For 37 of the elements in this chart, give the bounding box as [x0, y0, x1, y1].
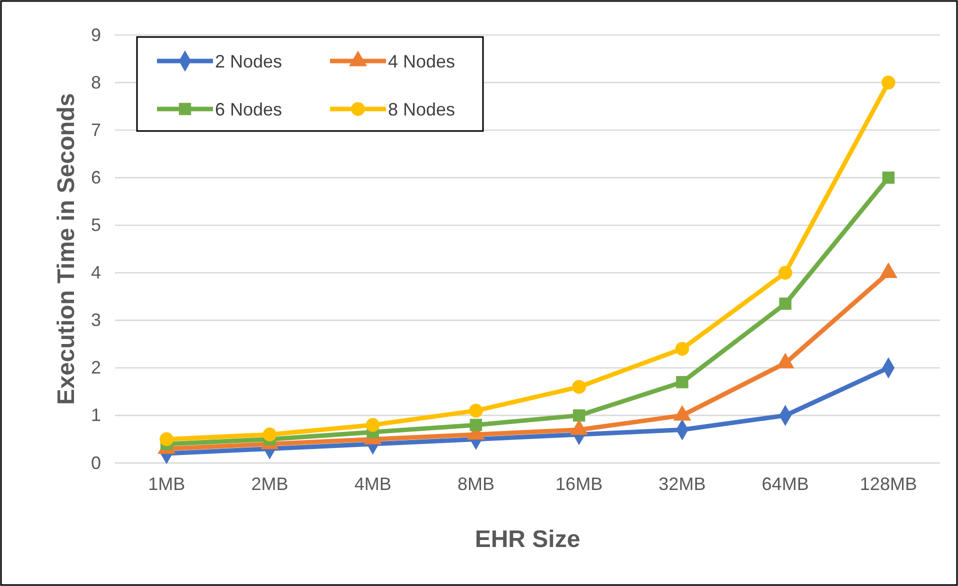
x-tick-label: 4MB [354, 474, 392, 494]
y-tick-label: 3 [90, 310, 101, 330]
point [882, 76, 896, 90]
y-tick-label: 0 [90, 452, 101, 473]
point [262, 428, 277, 442]
x-axis-title: EHR Size [474, 526, 580, 553]
y-tick-label: 9 [90, 24, 101, 45]
y-tick-label: 2 [90, 358, 101, 378]
y-tick-label: 8 [90, 72, 101, 92]
x-tick-label: 8MB [457, 474, 494, 494]
y-tick-label: 6 [90, 167, 101, 188]
point [675, 342, 690, 356]
x-tick-label: 128MB [860, 474, 917, 494]
y-axis-title: Execution Time in Seconds [53, 93, 80, 405]
legend-label: 6 Nodes [215, 99, 282, 120]
y-tick-label: 7 [90, 120, 101, 140]
point [572, 409, 586, 422]
legend-label: 2 Nodes [215, 51, 282, 72]
point [882, 172, 895, 184]
y-tick-label: 1 [90, 405, 101, 426]
x-tick-label: 16MB [556, 474, 603, 494]
y-tick-label: 4 [90, 262, 101, 283]
x-tick-label: 2MB [251, 474, 288, 494]
x-tick-label: 64MB [762, 474, 809, 494]
legend-label: 8 Nodes [388, 99, 456, 120]
point [160, 432, 174, 446]
point [676, 376, 688, 388]
point [572, 380, 586, 394]
x-tick-label: 32MB [658, 474, 706, 494]
point [778, 266, 792, 280]
point [779, 298, 792, 310]
point [470, 418, 482, 432]
point [469, 404, 483, 418]
y-tick-label: 5 [90, 214, 101, 235]
legend-label: 4 Nodes [388, 51, 456, 72]
x-tick-label: 1MB [148, 474, 186, 494]
point [366, 418, 380, 432]
